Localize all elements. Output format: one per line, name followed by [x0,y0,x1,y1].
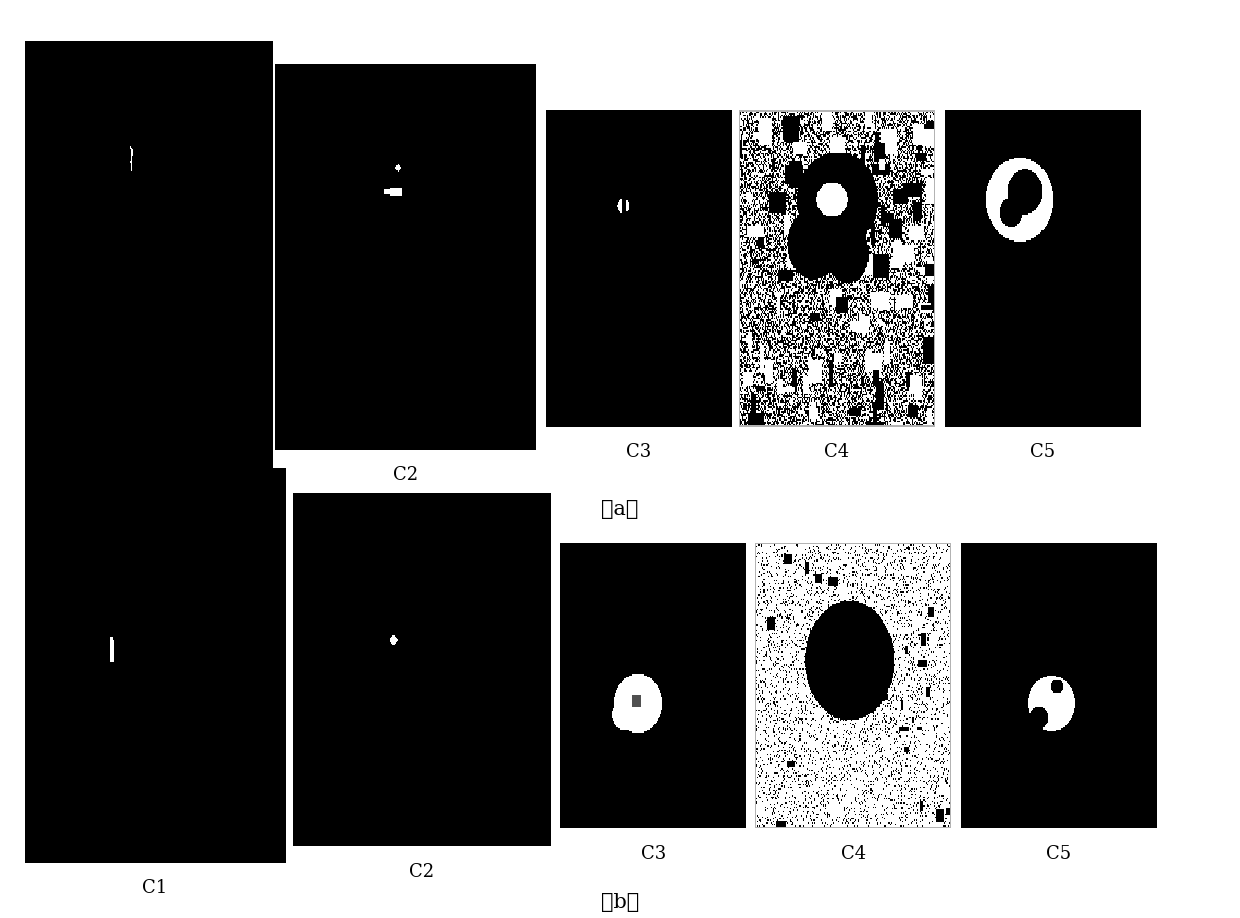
Text: C3: C3 [626,443,651,462]
Text: （b）: （b） [601,893,639,912]
Text: C1: C1 [136,485,161,503]
Text: C2: C2 [409,863,434,881]
Text: C4: C4 [841,845,866,863]
Text: C1: C1 [143,879,167,898]
Text: C4: C4 [825,443,849,462]
Text: （a）: （a） [601,500,639,520]
Text: C5: C5 [1047,845,1071,863]
Text: C3: C3 [641,845,666,863]
Text: C2: C2 [393,466,418,485]
Text: C5: C5 [1030,443,1055,462]
